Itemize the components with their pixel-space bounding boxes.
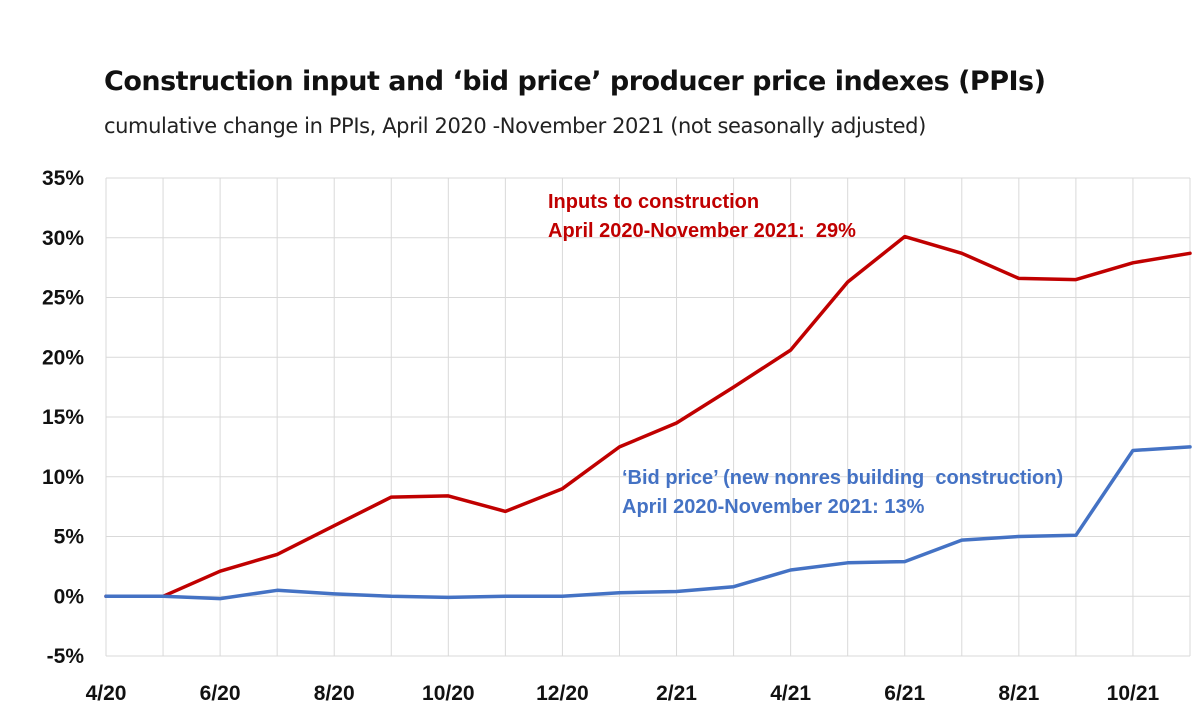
y-tick-label: 30% — [42, 227, 84, 250]
y-tick-label: 25% — [42, 287, 84, 310]
annotation-bid-line-1: April 2020-November 2021: 13% — [622, 496, 925, 518]
x-tick-label: 10/20 — [422, 682, 475, 705]
annotation-inputs-line-0: Inputs to construction — [548, 191, 759, 213]
x-tick-label: 8/20 — [314, 682, 355, 705]
y-tick-label: -5% — [47, 645, 85, 668]
x-axis-tick-labels: 4/20 6/20 8/20 10/20 12/20 2/21 4/21 6/21 8/21 10… — [86, 682, 1160, 705]
grid-lines — [105, 177, 1191, 657]
series-line-inputs — [104, 234, 1192, 599]
y-tick-label: 0% — [54, 585, 85, 608]
x-tick-label: 4/20 — [86, 682, 127, 705]
x-tick-label: 2/21 — [656, 682, 697, 705]
chart-subtitle: cumulative change in PPIs, April 2020 -N… — [104, 114, 926, 138]
annotation-bid-line-0: ‘Bid price’ (new nonres building constru… — [622, 467, 1063, 489]
annotation-inputs-line-1: April 2020-November 2021: 29% — [548, 220, 856, 242]
chart-title: Construction input and ‘bid price’ produ… — [104, 66, 1046, 97]
y-tick-label: 35% — [42, 167, 84, 190]
x-tick-label: 8/21 — [998, 682, 1039, 705]
series-annotations: Inputs to construction April 2020-Novembe… — [548, 191, 1063, 518]
y-tick-label: 5% — [54, 526, 85, 549]
x-tick-label: 6/20 — [200, 682, 241, 705]
x-tick-label: 12/20 — [536, 682, 589, 705]
y-axis-tick-labels: 35% 30% 25% 20% 15% 10% 5% 0% -5% — [42, 167, 84, 668]
y-tick-label: 20% — [42, 346, 84, 369]
y-tick-label: 15% — [42, 406, 84, 429]
x-tick-label: 10/21 — [1107, 682, 1160, 705]
x-tick-label: 6/21 — [884, 682, 925, 705]
y-tick-label: 10% — [42, 466, 84, 489]
series-lines — [104, 234, 1192, 601]
series-line-bid — [104, 445, 1192, 601]
x-tick-label: 4/21 — [770, 682, 811, 705]
